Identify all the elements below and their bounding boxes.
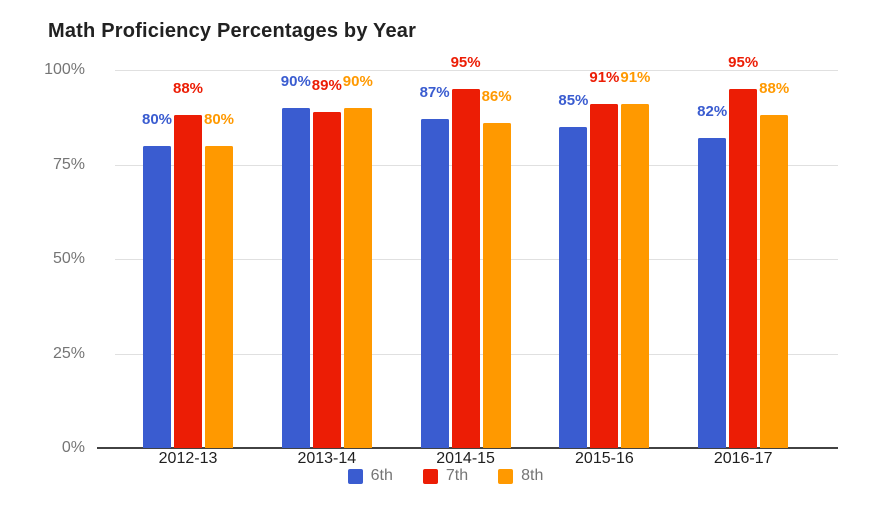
legend-swatch-icon bbox=[422, 468, 438, 484]
bar-6th-2014-15[interactable] bbox=[420, 119, 449, 448]
bar-8th-2015-16[interactable] bbox=[621, 104, 650, 448]
y-axis-tick-label: 75% bbox=[52, 155, 85, 173]
data-label-7th-2014-15: 95% bbox=[450, 53, 481, 71]
y-axis-tick-label: 25% bbox=[52, 344, 85, 362]
x-axis-label: 2016-17 bbox=[713, 450, 773, 467]
data-label-6th-2012-13: 80% bbox=[141, 110, 173, 128]
legend-label: 6th bbox=[370, 467, 393, 484]
x-axis-line bbox=[97, 447, 838, 449]
legend-item-7th: 7th bbox=[422, 467, 469, 485]
legend-label: 8th bbox=[521, 467, 544, 484]
data-label-6th-2016-17: 82% bbox=[697, 103, 728, 121]
data-label-7th-2012-13: 88% bbox=[172, 80, 204, 98]
bar-7th-2015-16[interactable] bbox=[590, 104, 619, 448]
bar-8th-2012-13[interactable] bbox=[205, 145, 233, 448]
legend-swatch-icon bbox=[347, 468, 363, 484]
bar-7th-2016-17[interactable] bbox=[729, 88, 758, 448]
x-axis-label: 2013-14 bbox=[297, 450, 357, 467]
data-label-8th-2013-14: 90% bbox=[342, 72, 373, 90]
data-label-8th-2014-15: 86% bbox=[481, 87, 512, 105]
legend-swatch-icon bbox=[498, 468, 514, 484]
y-axis-tick-label: 0% bbox=[61, 439, 85, 456]
y-axis-tick-label: 50% bbox=[52, 250, 85, 267]
bar-6th-2013-14[interactable] bbox=[281, 107, 310, 448]
bar-7th-2012-13[interactable] bbox=[174, 115, 202, 448]
legend-label: 7th bbox=[445, 467, 469, 484]
bar-7th-2014-15[interactable] bbox=[451, 88, 480, 448]
x-axis-label: 2014-15 bbox=[436, 450, 495, 467]
y-axis-tick-label: 100% bbox=[44, 61, 85, 78]
x-axis-label: 2015-16 bbox=[575, 450, 634, 467]
data-label-6th-2013-14: 90% bbox=[280, 72, 311, 90]
data-label-7th-2013-14: 89% bbox=[311, 76, 342, 94]
x-axis-label: 2012-13 bbox=[158, 450, 218, 467]
bar-8th-2013-14[interactable] bbox=[343, 107, 372, 448]
gridline bbox=[115, 70, 838, 71]
data-label-8th-2012-13: 80% bbox=[203, 110, 235, 128]
bar-6th-2016-17[interactable] bbox=[698, 138, 727, 448]
bar-7th-2013-14[interactable] bbox=[312, 111, 341, 448]
bar-8th-2016-17[interactable] bbox=[760, 115, 789, 448]
data-label-6th-2015-16: 85% bbox=[558, 91, 589, 109]
legend-item-8th: 8th bbox=[498, 467, 543, 485]
legend-item-6th: 6th bbox=[347, 467, 393, 485]
data-label-6th-2014-15: 87% bbox=[419, 84, 450, 102]
data-label-7th-2015-16: 91% bbox=[589, 69, 620, 87]
bar-6th-2015-16[interactable] bbox=[559, 126, 588, 448]
data-label-7th-2016-17: 95% bbox=[728, 53, 759, 71]
legend: 6th 7th 8th bbox=[0, 467, 891, 485]
data-label-8th-2016-17: 88% bbox=[759, 80, 790, 98]
bar-8th-2014-15[interactable] bbox=[482, 122, 511, 448]
bar-6th-2012-13[interactable] bbox=[143, 145, 171, 448]
chart-title: Math Proficiency Percentages by Year bbox=[48, 20, 417, 42]
data-label-8th-2015-16: 91% bbox=[620, 69, 651, 87]
